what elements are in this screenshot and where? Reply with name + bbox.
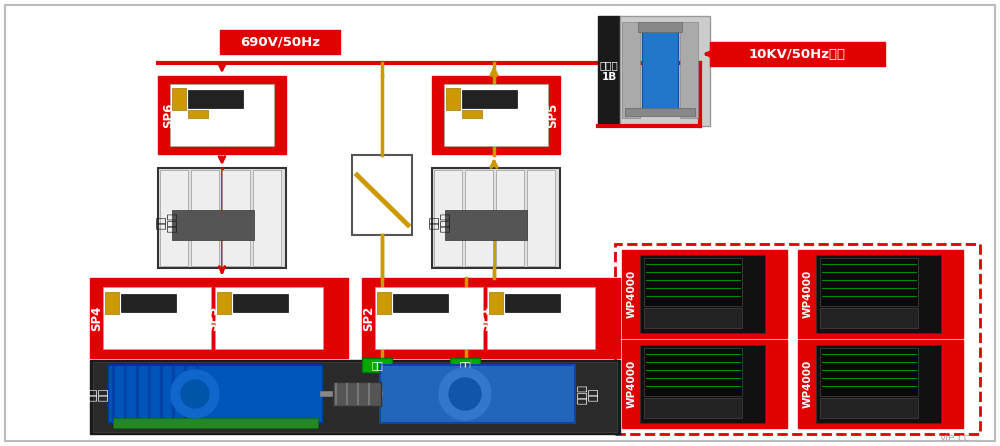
Bar [222,170,250,266]
Bar [622,250,787,338]
Bar [380,365,575,423]
Bar [644,308,742,328]
Bar [90,360,620,434]
Bar [172,88,186,110]
Bar [820,348,918,396]
Bar [644,348,742,396]
Bar [450,358,480,372]
Bar [333,382,381,406]
Text: 690V/50Hz: 690V/50Hz [240,36,320,49]
Text: WP4000: WP4000 [803,270,813,318]
Bar [820,308,918,328]
Bar [798,340,963,428]
Bar [121,294,176,312]
Text: SP6: SP6 [162,102,176,128]
Bar [620,16,710,126]
Bar [640,345,765,423]
Bar [432,168,560,268]
Bar [160,170,188,266]
Bar [105,292,119,314]
Text: SP1: SP1 [479,306,492,330]
Bar [362,358,392,372]
Bar [640,255,765,333]
Text: SP5: SP5 [546,102,560,128]
Bar [253,170,281,266]
Bar [465,170,493,266]
Bar [527,170,555,266]
Circle shape [439,368,491,420]
Bar [93,362,617,432]
Bar [352,155,412,235]
Bar [615,244,980,434]
Circle shape [171,370,219,418]
Bar [816,345,941,423]
Bar [90,278,348,358]
Bar [217,292,231,314]
Bar [820,258,918,306]
Bar [191,170,219,266]
Bar [598,16,620,126]
Text: SP3: SP3 [207,306,220,330]
Bar [215,287,323,349]
Text: 被检
变频器: 被检 变频器 [156,212,178,232]
Bar [622,22,640,118]
Text: SP4: SP4 [90,306,104,330]
Bar [188,110,208,118]
Bar [393,294,448,312]
Bar [170,84,274,146]
Bar [362,278,620,358]
Bar [445,210,527,240]
Bar [446,88,460,110]
Bar [642,25,678,113]
Bar [233,294,288,312]
Bar [377,292,391,314]
Bar [710,42,885,66]
Bar [489,292,503,314]
Text: 异步
电机: 异步 电机 [87,388,109,401]
Bar [220,30,340,54]
Text: SP2: SP2 [362,306,376,330]
Bar [188,90,243,108]
Bar [505,294,560,312]
Bar [622,340,787,428]
Bar [158,76,286,154]
Bar [375,287,483,349]
Text: 变压器
1B: 变压器 1B [600,60,618,82]
Text: WP4000: WP4000 [627,360,637,408]
Text: 10KV/50Hz电网: 10KV/50Hz电网 [748,48,846,61]
Bar [434,170,462,266]
Bar [644,398,742,418]
Bar [820,398,918,418]
Text: 转子
变频器: 转子 变频器 [429,212,451,232]
Text: 风力发
电机: 风力发 电机 [577,384,599,404]
Circle shape [449,378,481,410]
Bar [816,255,941,333]
Bar [798,250,963,338]
Bar [158,168,286,268]
Bar [172,210,254,240]
Bar [496,170,524,266]
Bar [432,76,560,154]
Text: 定子: 定子 [371,360,383,370]
Bar [462,110,482,118]
Circle shape [181,380,209,408]
Bar [625,108,695,116]
Bar [638,22,682,32]
Bar [680,22,698,118]
Bar [113,418,318,428]
Text: vie.cc: vie.cc [940,433,970,443]
Bar [644,258,742,306]
Bar [108,365,323,423]
Text: WP4000: WP4000 [803,360,813,408]
Bar [462,90,517,108]
Text: 转子: 转子 [459,360,471,370]
Text: WP4000: WP4000 [627,270,637,318]
Bar [487,287,595,349]
Bar [103,287,211,349]
Bar [444,84,548,146]
